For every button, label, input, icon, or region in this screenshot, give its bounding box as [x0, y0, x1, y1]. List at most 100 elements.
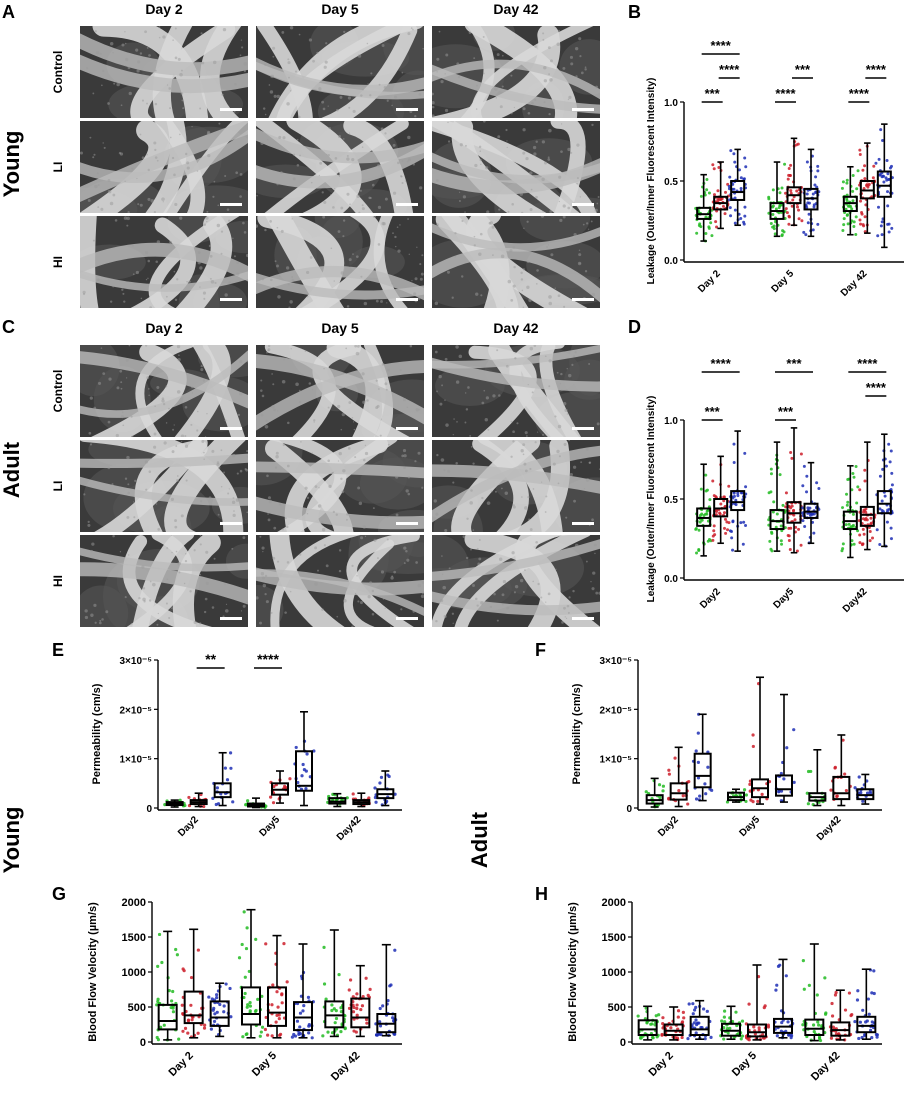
- data-point: [203, 1023, 207, 1027]
- data-point: [302, 768, 307, 772]
- data-point: [772, 224, 776, 228]
- data-point: [751, 733, 755, 737]
- data-point: [815, 481, 819, 485]
- x-category-label: Day2: [698, 586, 723, 611]
- data-point: [345, 796, 349, 800]
- data-point: [719, 502, 723, 506]
- data-point: [786, 1020, 790, 1024]
- data-point: [724, 190, 728, 194]
- data-point: [361, 994, 365, 999]
- data-point: [723, 1020, 727, 1024]
- data-point: [801, 959, 805, 963]
- data-point: [742, 177, 746, 181]
- data-point: [244, 946, 249, 951]
- data-point: [856, 485, 860, 489]
- data-point: [307, 1031, 311, 1035]
- data-point: [769, 472, 773, 476]
- data-point: [866, 997, 870, 1001]
- micrograph-image: [80, 26, 248, 118]
- data-point: [846, 222, 850, 226]
- data-point: [875, 528, 879, 532]
- data-point: [817, 487, 821, 491]
- data-point: [744, 793, 748, 797]
- data-point: [757, 1028, 761, 1032]
- data-point: [851, 512, 855, 516]
- data-point: [887, 230, 891, 234]
- data-point: [272, 784, 276, 789]
- data-point: [354, 1030, 358, 1034]
- data-point: [805, 160, 809, 164]
- data-point: [326, 1030, 330, 1034]
- x-category-label: Day42: [815, 814, 844, 843]
- data-point: [794, 143, 798, 147]
- data-point: [833, 993, 838, 997]
- data-point: [784, 207, 788, 211]
- data-point: [774, 207, 778, 211]
- data-point: [849, 1014, 853, 1018]
- box-iqr: [876, 170, 892, 198]
- significance-label: ****: [711, 356, 732, 371]
- data-point: [223, 766, 228, 770]
- data-point: [779, 524, 783, 528]
- data-point: [339, 1030, 343, 1034]
- data-point: [727, 198, 731, 202]
- data-point: [722, 495, 726, 499]
- data-point: [339, 1010, 343, 1014]
- data-point: [806, 769, 811, 774]
- day-header: Day 5: [321, 320, 359, 336]
- data-point: [886, 172, 890, 176]
- data-point: [693, 1008, 697, 1012]
- x-category-label: Day 42: [329, 1050, 363, 1084]
- data-point: [378, 1024, 383, 1028]
- y-tick-label: 1×10⁻⁵: [120, 755, 153, 766]
- data-point: [381, 1004, 385, 1008]
- data-point: [707, 538, 711, 542]
- data-point: [881, 139, 885, 143]
- data-point: [388, 984, 392, 988]
- data-point: [655, 1035, 659, 1039]
- data-point: [378, 781, 382, 785]
- panel-letter-g: G: [52, 884, 67, 904]
- data-point: [373, 786, 377, 790]
- data-point: [861, 799, 865, 803]
- data-point: [721, 204, 725, 208]
- data-point: [874, 161, 878, 165]
- data-point: [355, 992, 359, 996]
- data-point: [698, 520, 702, 524]
- y-tick-label: 500: [128, 1002, 146, 1014]
- micrograph-image: [432, 345, 600, 437]
- data-point: [780, 1020, 784, 1025]
- data-point: [857, 775, 861, 779]
- data-point: [355, 1003, 359, 1007]
- box-iqr: [293, 1001, 313, 1032]
- data-point: [359, 1007, 363, 1012]
- data-point: [782, 777, 786, 781]
- micrograph-image: [432, 535, 600, 627]
- data-point: [718, 512, 722, 516]
- data-point: [224, 982, 228, 986]
- data-point: [748, 782, 752, 786]
- data-point: [780, 186, 784, 190]
- data-point: [660, 1032, 664, 1037]
- data-point: [157, 932, 162, 937]
- data-point: [216, 802, 221, 806]
- data-point: [743, 156, 747, 160]
- data-point: [657, 1013, 661, 1017]
- data-point: [743, 451, 747, 455]
- day-header: Day 42: [493, 320, 539, 336]
- data-point: [811, 1023, 816, 1027]
- data-point: [861, 168, 865, 172]
- data-point: [739, 187, 743, 191]
- data-point: [775, 1034, 779, 1038]
- data-point: [732, 461, 736, 465]
- data-point: [661, 784, 665, 788]
- data-point: [744, 524, 748, 528]
- data-point: [734, 498, 738, 502]
- data-point: [833, 765, 837, 769]
- data-point: [864, 1020, 868, 1024]
- data-point: [677, 789, 681, 793]
- data-point: [856, 989, 860, 993]
- data-point: [752, 1025, 756, 1029]
- data-point: [789, 189, 793, 193]
- y-tick-label: 2000: [602, 897, 626, 909]
